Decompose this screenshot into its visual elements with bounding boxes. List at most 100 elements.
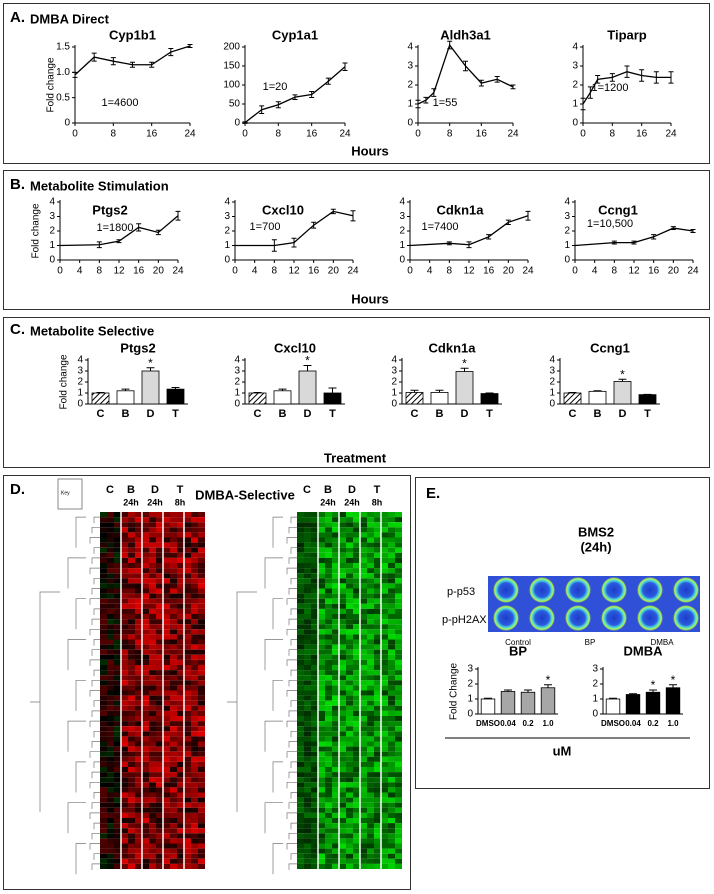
heatmap-cell — [156, 736, 163, 742]
heatmap-cell — [395, 659, 402, 665]
heatmap-cell — [184, 710, 191, 716]
heatmap-cell — [142, 665, 149, 671]
heatmap-cell — [135, 654, 142, 660]
heatmap-cell — [107, 649, 114, 655]
heatmap-cell — [388, 563, 395, 569]
heatmap-cell — [339, 807, 346, 813]
annotation: 1=20 — [263, 81, 288, 93]
heatmap-cell — [353, 716, 360, 722]
heatmap-cell — [297, 583, 304, 589]
heatmap-cell — [163, 608, 170, 614]
heatmap-cell — [360, 578, 367, 584]
heatmap-cell — [374, 593, 381, 599]
error-bar — [72, 71, 78, 78]
heatmap-cell — [135, 818, 142, 824]
heatmap-cell — [332, 552, 339, 558]
group-label: DMBA — [650, 638, 674, 647]
heatmap-cell — [297, 675, 304, 681]
heatmap-cell — [170, 573, 177, 579]
bar — [540, 687, 556, 715]
heatmap-cell — [163, 863, 170, 869]
x-tick-label: 0 — [232, 266, 238, 277]
heatmap-cell — [339, 716, 346, 722]
heatmap-cell — [325, 557, 332, 563]
heatmap-cell — [191, 649, 198, 655]
y-tick-label: 2 — [391, 377, 397, 388]
heatmap-cell — [198, 767, 205, 773]
y-tick-label: 4 — [49, 197, 55, 208]
heatmap-cell — [184, 690, 191, 696]
heatmap-cell — [114, 782, 121, 788]
heatmap-cell — [198, 751, 205, 757]
heatmap-cell — [135, 777, 142, 783]
heatmap-cell — [163, 593, 170, 599]
heatmap-cell — [142, 700, 149, 706]
x-tick-label: 12 — [463, 266, 475, 277]
heatmap-cell — [325, 542, 332, 548]
heatmap-cell — [360, 573, 367, 579]
heatmap-cell — [297, 736, 304, 742]
heatmap-cell — [388, 848, 395, 854]
heatmap-cell — [360, 547, 367, 553]
heatmap-cell — [114, 537, 121, 543]
heatmap-cell — [184, 588, 191, 594]
heatmap-cell — [395, 858, 402, 864]
heatmap-cell — [297, 608, 304, 614]
heatmap-cell — [304, 838, 311, 844]
heatmap-cell — [325, 522, 332, 528]
heatmap-cell — [149, 787, 156, 793]
heatmap-cell — [128, 654, 135, 660]
heatmap-cell — [395, 863, 402, 869]
blot-image — [488, 576, 700, 632]
heatmap-cell — [170, 670, 177, 676]
heatmap-cell — [325, 823, 332, 829]
heatmap-cell — [325, 593, 332, 599]
heatmap-cell — [184, 767, 191, 773]
heatmap-cell — [198, 695, 205, 701]
heatmap-cell — [163, 761, 170, 767]
heatmap-cell — [198, 736, 205, 742]
heatmap-cell — [156, 812, 163, 818]
heatmap-cell — [142, 552, 149, 558]
heatmap-cell — [156, 807, 163, 813]
column-label: D — [151, 484, 159, 496]
heatmap-cell — [311, 552, 318, 558]
heatmap-cell — [128, 598, 135, 604]
heatmap-cell — [121, 782, 128, 788]
x-tick-label: 24 — [522, 266, 534, 277]
heatmap-cell — [332, 838, 339, 844]
heatmap-cell — [374, 588, 381, 594]
heatmap-cell — [304, 828, 311, 834]
heatmap-cell — [339, 665, 346, 671]
heatmap-cell — [128, 659, 135, 665]
error-bar — [136, 223, 142, 232]
heatmap-cell — [100, 527, 107, 533]
heatmap-cell — [360, 563, 367, 569]
heatmap-cell — [353, 751, 360, 757]
heatmap-cell — [149, 833, 156, 839]
heatmap-cell — [163, 563, 170, 569]
x-axis-label: Hours — [351, 291, 389, 306]
error-bar — [410, 389, 419, 393]
heatmap-cell — [367, 782, 374, 788]
x-tick-label: DMSO — [476, 719, 500, 728]
heatmap-cell — [339, 705, 346, 711]
y-tick-label: 0 — [399, 255, 405, 266]
heatmap-cell — [184, 644, 191, 650]
heatmap-cell — [311, 634, 318, 640]
heatmap-cell — [318, 547, 325, 553]
heatmap-cell — [142, 838, 149, 844]
heatmap-cell — [184, 746, 191, 752]
heatmap-cell — [135, 833, 142, 839]
heatmap-cell — [339, 578, 346, 584]
heatmap-cell — [395, 741, 402, 747]
heatmap-cell — [304, 532, 311, 538]
heatmap-cell — [346, 848, 353, 854]
x-tick-label: D — [461, 408, 469, 420]
heatmap-cell — [332, 608, 339, 614]
heatmap-cell — [184, 797, 191, 803]
error-bar — [130, 61, 135, 68]
heatmap-cell — [318, 588, 325, 594]
heatmap-cell — [100, 782, 107, 788]
heatmap-cell — [149, 726, 156, 732]
